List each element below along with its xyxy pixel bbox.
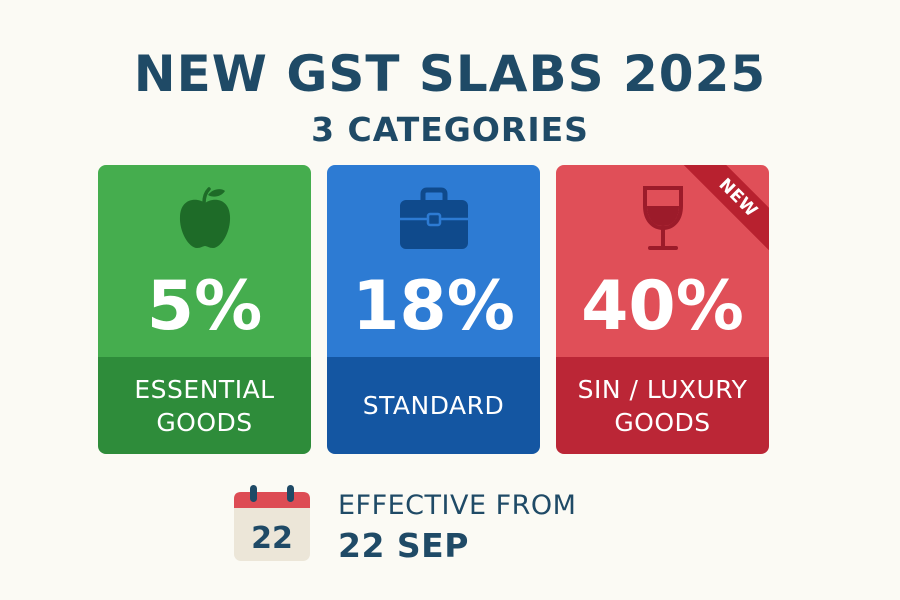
briefcase-icon <box>327 183 540 255</box>
effective-label: EFFECTIVE FROM <box>338 490 577 521</box>
rate-value: 18% <box>352 267 515 346</box>
slab-card-luxury: 40% SIN / LUXURY GOODS NEW <box>556 165 769 454</box>
card-top-panel: 40% <box>556 165 769 357</box>
slab-card-standard: 18% STANDARD <box>327 165 540 454</box>
card-top-panel: 18% <box>327 165 540 357</box>
category-label-line: ESSENTIAL <box>134 374 275 404</box>
card-label-panel: ESSENTIAL GOODS <box>98 357 311 454</box>
card-label-panel: SIN / LUXURY GOODS <box>556 357 769 454</box>
calendar-icon: 22 <box>233 484 311 562</box>
card-top-panel: 5% <box>98 165 311 357</box>
category-label: SIN / LUXURY GOODS <box>563 373 763 439</box>
rate-value: 5% <box>146 267 263 346</box>
card-label-panel: STANDARD <box>327 357 540 454</box>
category-label-line: STANDARD <box>362 391 505 420</box>
category-label: ESSENTIAL GOODS <box>105 373 305 439</box>
page-title: NEW GST SLABS 2025 <box>133 45 767 103</box>
rate-value: 40% <box>581 267 744 346</box>
category-label-line: SIN / LUXURY <box>577 374 748 404</box>
slab-card-essential: 5% ESSENTIAL GOODS <box>98 165 311 454</box>
category-label: STANDARD <box>334 389 534 422</box>
apple-icon <box>98 183 311 255</box>
effective-date: EFFECTIVE FROM 22 SEP <box>338 488 576 568</box>
category-label-line: GOODS <box>614 407 711 437</box>
wine-glass-icon <box>556 183 769 255</box>
calendar-day: 22 <box>251 521 293 556</box>
category-label-line: GOODS <box>156 407 253 437</box>
page-subtitle: 3 CATEGORIES <box>311 110 589 149</box>
effective-date-value: 22 SEP <box>338 526 469 565</box>
